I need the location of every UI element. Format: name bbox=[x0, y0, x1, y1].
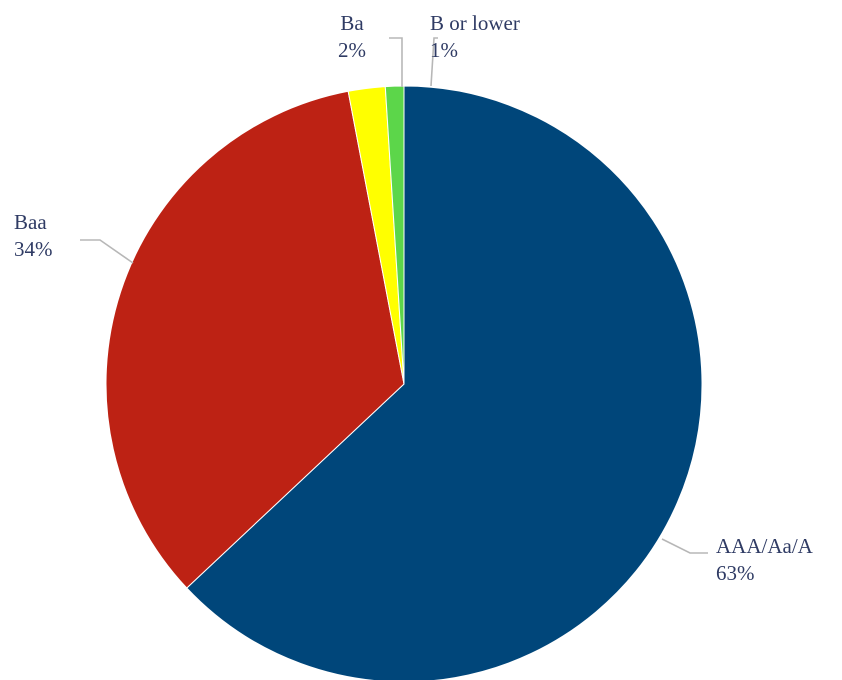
leader-line-ba bbox=[389, 37, 403, 87]
data-label-name-aaa-aa-a: AAA/Aa/A bbox=[716, 534, 814, 558]
slices bbox=[105, 85, 703, 680]
pie-slice-baa bbox=[105, 90, 405, 589]
data-label-percent-ba: 2% bbox=[338, 38, 366, 62]
leader-line-baa bbox=[80, 239, 134, 264]
data-label-name-baa: Baa bbox=[14, 210, 47, 234]
leader-line-b-or-lower bbox=[430, 37, 438, 87]
leader-lines bbox=[80, 37, 708, 554]
data-label-percent-baa: 34% bbox=[14, 237, 53, 261]
leader-line-aaa-aa-a bbox=[661, 538, 708, 554]
data-label-name-ba: Ba bbox=[340, 11, 364, 35]
data-label-percent-aaa-aa-a: 63% bbox=[716, 561, 755, 585]
pie-slice-b-or-lower bbox=[384, 85, 405, 385]
data-label-percent-b-or-lower: 1% bbox=[430, 38, 458, 62]
pie-slice-aaa-aa-a bbox=[186, 85, 703, 680]
data-labels: AAA/Aa/A 63% Baa 34% Ba 2% B or lower 1% bbox=[14, 11, 814, 585]
data-label-name-b-or-lower: B or lower bbox=[430, 11, 520, 35]
